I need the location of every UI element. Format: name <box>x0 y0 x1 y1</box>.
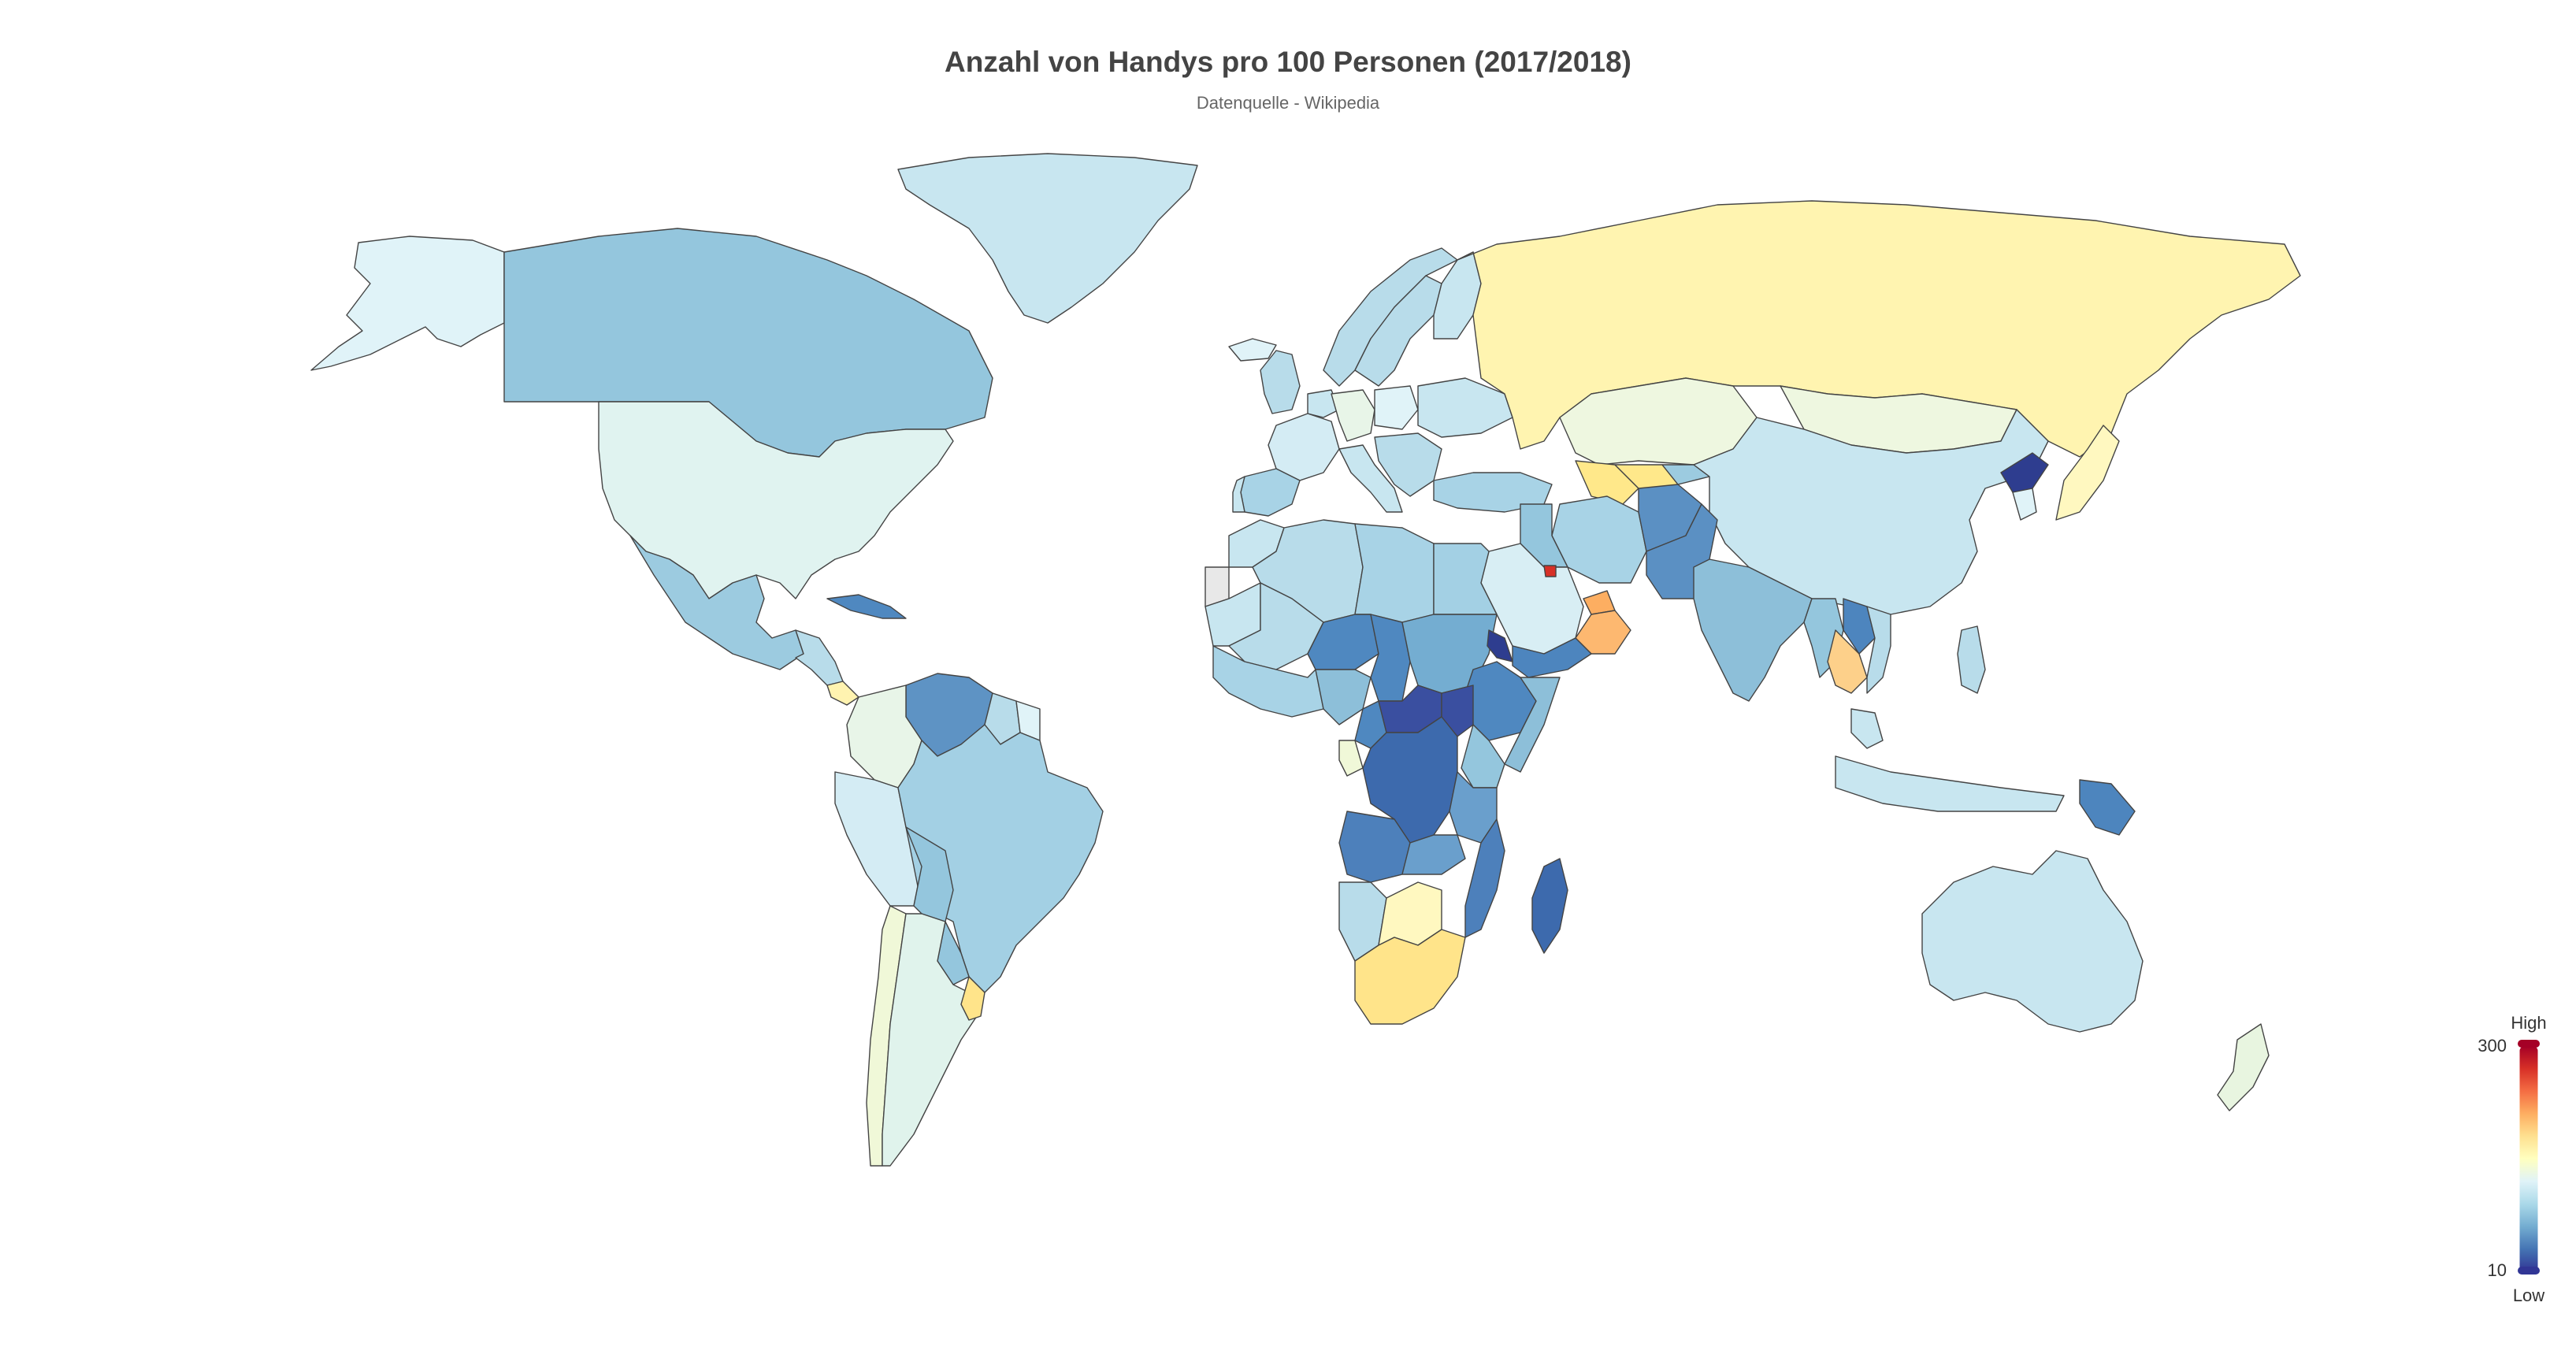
region-germany[interactable] <box>1331 389 1375 442</box>
region-greenland[interactable] <box>897 153 1198 324</box>
region-south-korea[interactable] <box>2012 488 2037 521</box>
region-china[interactable] <box>1693 409 2049 615</box>
region-somalia[interactable] <box>1504 677 1561 773</box>
region-libya[interactable] <box>1354 523 1435 623</box>
region-cuba[interactable] <box>826 594 907 619</box>
region-western-europe[interactable] <box>1307 389 1340 418</box>
region-turkmenistan[interactable] <box>1575 460 1639 505</box>
region-mozambique[interactable] <box>1464 818 1505 938</box>
region-india[interactable] <box>1693 558 1813 702</box>
map-title: Anzahl von Handys pro 100 Personen (2017… <box>945 46 1631 78</box>
region-norway[interactable] <box>1323 247 1458 387</box>
region-costa-rica[interactable] <box>826 681 859 706</box>
region-uk[interactable] <box>1260 350 1301 414</box>
region-gabon[interactable] <box>1338 740 1364 777</box>
region-australia[interactable] <box>1921 850 2144 1033</box>
region-alaska[interactable] <box>310 236 505 371</box>
region-niger[interactable] <box>1307 614 1379 670</box>
region-yemen[interactable] <box>1512 637 1592 678</box>
region-madagascar[interactable] <box>1531 858 1568 954</box>
region-italy[interactable] <box>1338 444 1403 513</box>
region-poland[interactable] <box>1374 385 1419 430</box>
region-kuwait[interactable] <box>1543 565 1557 577</box>
region-argentina[interactable] <box>882 913 978 1167</box>
region-laos[interactable] <box>1843 598 1876 655</box>
region-angola[interactable] <box>1338 811 1411 883</box>
region-japan[interactable] <box>2055 425 2120 521</box>
region-south-sudan[interactable] <box>1441 685 1474 737</box>
region-france[interactable] <box>1268 413 1340 481</box>
region-balkans[interactable] <box>1374 432 1442 497</box>
region-thailand[interactable] <box>1827 629 1868 694</box>
region-indonesia[interactable] <box>1835 755 2065 812</box>
region-ukraine[interactable] <box>1417 377 1513 438</box>
region-iceland[interactable] <box>1228 338 1277 362</box>
region-portugal[interactable] <box>1232 476 1245 513</box>
region-north-korea[interactable] <box>2000 452 2049 493</box>
region-philippines[interactable] <box>1957 625 1986 694</box>
map-subtitle: Datenquelle - Wikipedia <box>1196 93 1380 113</box>
region-eritrea[interactable] <box>1487 629 1513 662</box>
region-uruguay[interactable] <box>960 976 985 1021</box>
region-malaysia[interactable] <box>1850 708 1884 749</box>
region-vietnam[interactable] <box>1866 606 1891 694</box>
region-spain[interactable] <box>1240 468 1301 517</box>
region-canada[interactable] <box>503 228 993 458</box>
region-zambia[interactable] <box>1401 834 1466 875</box>
region-central-america[interactable] <box>795 629 844 686</box>
region-new-zealand[interactable] <box>2217 1023 2270 1111</box>
region-brazil[interactable] <box>897 724 1104 993</box>
region-papua-new-guinea[interactable] <box>2079 779 2136 836</box>
region-south-africa[interactable] <box>1354 929 1466 1025</box>
